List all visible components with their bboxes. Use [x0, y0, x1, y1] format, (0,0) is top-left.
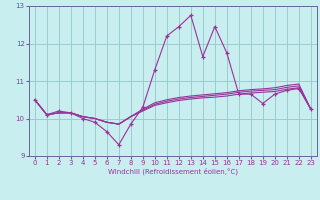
X-axis label: Windchill (Refroidissement éolien,°C): Windchill (Refroidissement éolien,°C) [108, 168, 238, 175]
